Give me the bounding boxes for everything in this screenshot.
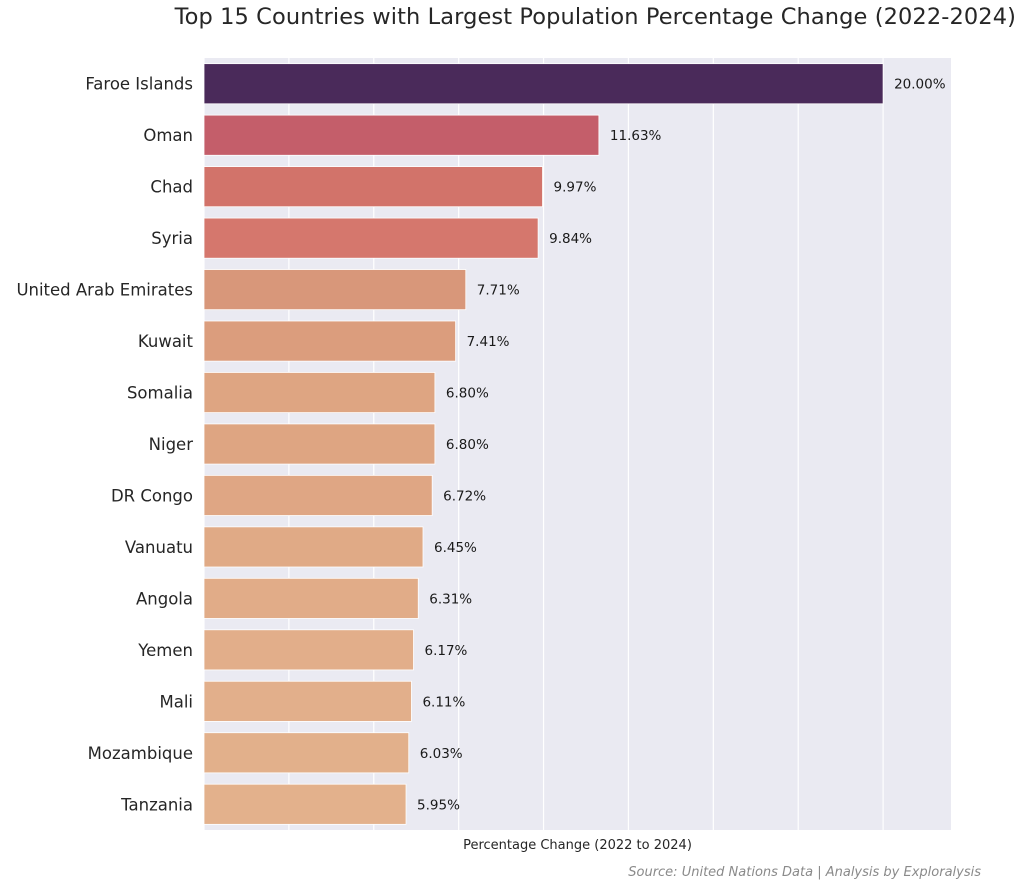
source-note: Source: United Nations Data | Analysis b… xyxy=(628,865,981,880)
bar xyxy=(203,680,412,722)
category-label: Syria xyxy=(151,229,193,248)
bar xyxy=(203,114,600,156)
value-label: 7.41% xyxy=(467,334,510,350)
category-label: United Arab Emirates xyxy=(16,281,193,300)
value-label: 6.80% xyxy=(446,386,489,402)
category-label: DR Congo xyxy=(111,486,193,505)
bar xyxy=(203,577,419,619)
value-label: 9.97% xyxy=(554,180,597,196)
bars xyxy=(203,63,884,825)
value-label: 6.45% xyxy=(434,540,477,556)
category-label: Mali xyxy=(159,692,193,711)
category-label: Angola xyxy=(136,589,193,608)
bar xyxy=(203,217,539,259)
category-label: Tanzania xyxy=(120,795,193,814)
value-label: 6.11% xyxy=(422,694,465,710)
value-labels: 20.00% 11.63% 9.97% 9.84% 7.71% 7.41% 6.80% 6.8… xyxy=(417,77,946,814)
bar xyxy=(203,732,410,774)
value-label: 6.31% xyxy=(429,591,472,607)
bar xyxy=(203,629,414,671)
value-label: 5.95% xyxy=(417,797,460,813)
value-label: 9.84% xyxy=(549,231,592,247)
category-label: Somalia xyxy=(127,384,193,403)
value-label: 11.63% xyxy=(610,128,662,144)
category-label: Faroe Islands xyxy=(85,75,193,94)
bar xyxy=(203,423,436,465)
category-label: Kuwait xyxy=(138,332,194,351)
category-labels: Faroe Islands Oman Chad Syria United Arab Em… xyxy=(16,75,193,815)
bar xyxy=(203,320,457,362)
value-label: 6.03% xyxy=(420,746,463,762)
bar xyxy=(203,269,467,311)
category-label: Vanuatu xyxy=(125,538,193,557)
value-label: 7.71% xyxy=(477,283,520,299)
value-label: 6.72% xyxy=(443,488,486,504)
category-label: Mozambique xyxy=(88,744,193,763)
bar xyxy=(203,474,433,516)
category-label: Oman xyxy=(143,126,193,145)
bar xyxy=(203,63,884,105)
category-label: Niger xyxy=(149,435,194,454)
value-label: 6.80% xyxy=(446,437,489,453)
bar xyxy=(203,372,436,414)
chart-title: Top 15 Countries with Largest Population… xyxy=(174,4,1016,30)
bar xyxy=(203,526,424,568)
category-label: Chad xyxy=(150,178,193,197)
bar xyxy=(203,783,407,825)
value-label: 6.17% xyxy=(424,643,467,659)
bar xyxy=(203,166,543,208)
category-label: Yemen xyxy=(137,641,193,660)
value-label: 20.00% xyxy=(894,77,946,93)
x-axis-label: Percentage Change (2022 to 2024) xyxy=(463,838,692,853)
